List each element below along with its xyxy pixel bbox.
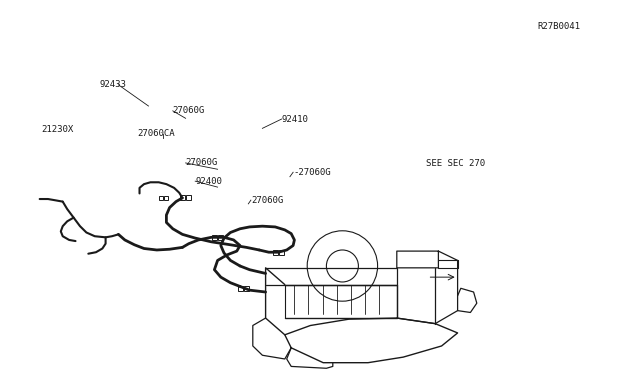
- Text: 27060CA: 27060CA: [138, 129, 175, 138]
- Text: 92410: 92410: [282, 115, 308, 124]
- Bar: [180, 195, 185, 201]
- Bar: [164, 196, 168, 200]
- Bar: [244, 286, 249, 291]
- Text: SEE SEC 270: SEE SEC 270: [426, 159, 484, 168]
- Text: 27060G: 27060G: [186, 158, 218, 167]
- Bar: [273, 250, 278, 255]
- Text: R27B0041: R27B0041: [538, 22, 580, 31]
- Text: 27060G: 27060G: [251, 196, 283, 205]
- Bar: [212, 235, 217, 240]
- Bar: [218, 235, 223, 240]
- Text: 92400: 92400: [195, 177, 222, 186]
- Bar: [186, 195, 191, 201]
- Text: 27060G: 27060G: [173, 106, 205, 115]
- Bar: [279, 250, 284, 255]
- Bar: [237, 286, 243, 291]
- Text: 92433: 92433: [99, 80, 126, 89]
- Bar: [159, 196, 163, 200]
- Text: 21230X: 21230X: [42, 125, 74, 134]
- Text: -27060G: -27060G: [293, 168, 331, 177]
